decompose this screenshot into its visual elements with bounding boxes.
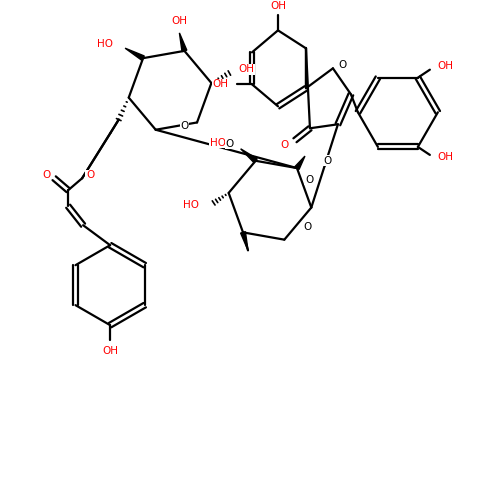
Text: O: O — [305, 175, 314, 185]
Text: O: O — [281, 140, 289, 150]
Text: OH: OH — [212, 80, 228, 90]
Text: OH: OH — [438, 60, 454, 70]
Text: OH: OH — [172, 16, 188, 26]
Text: O: O — [304, 222, 312, 232]
Text: OH: OH — [438, 152, 454, 162]
Text: OH: OH — [238, 64, 254, 74]
Polygon shape — [240, 232, 248, 250]
Polygon shape — [240, 149, 257, 162]
Text: O: O — [225, 139, 234, 149]
Polygon shape — [295, 156, 305, 170]
Text: HO: HO — [97, 39, 113, 49]
Text: OH: OH — [270, 2, 286, 12]
Polygon shape — [180, 33, 187, 52]
Text: O: O — [324, 156, 332, 166]
Text: OH: OH — [102, 346, 118, 356]
Text: HO: HO — [210, 138, 226, 148]
Polygon shape — [125, 48, 144, 60]
Text: O: O — [86, 170, 94, 180]
Text: O: O — [180, 121, 188, 131]
Text: O: O — [339, 60, 347, 70]
Text: HO: HO — [182, 200, 198, 210]
Text: O: O — [42, 170, 50, 180]
